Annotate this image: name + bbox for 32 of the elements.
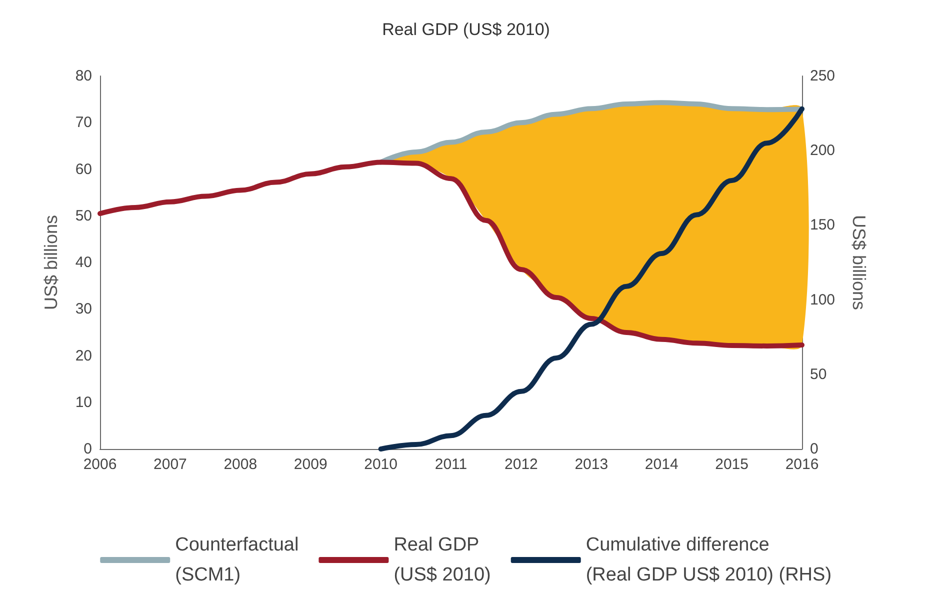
y-tick-label: 70 — [75, 114, 92, 132]
x-tick-label: 2015 — [715, 456, 748, 473]
x-tick-label: 2014 — [644, 456, 678, 473]
y2-tick-label: 0 — [810, 440, 818, 458]
legend-label: Counterfactual (SCM1) — [175, 534, 299, 586]
y2-tick-label: 250 — [810, 68, 836, 84]
x-tick-label: 2007 — [154, 456, 187, 473]
y2-tick-label: 200 — [810, 142, 836, 160]
y-tick-label: 10 — [75, 394, 92, 411]
y-tick-label: 50 — [75, 207, 92, 224]
chart-title: Real GDP (US$ 2010) — [382, 20, 550, 39]
y2-axis-title: US$ billions — [849, 214, 869, 310]
legend-label: Cumulative difference (Real GDP US$ 2010) (RHS) — [586, 534, 832, 586]
x-tick-label: 2006 — [83, 456, 117, 473]
x-tick-label: 2012 — [504, 456, 538, 473]
y-tick-label: 20 — [75, 347, 92, 364]
x-tick-label: 2013 — [574, 456, 608, 473]
y-tick-label: 40 — [75, 254, 92, 271]
legend-label: Real GDP (US$ 2010) — [394, 534, 491, 586]
y2-tick-label: 150 — [810, 216, 836, 234]
y2-tick-label: 100 — [810, 291, 836, 308]
x-tick-label: 2010 — [364, 456, 398, 473]
x-tick-label: 2009 — [294, 456, 328, 473]
y-tick-label: 60 — [75, 160, 92, 178]
y2-tick-label: 50 — [810, 366, 827, 383]
x-tick-label: 2016 — [785, 456, 819, 473]
y-tick-label: 30 — [75, 300, 92, 318]
y-tick-label: 80 — [75, 68, 92, 84]
x-tick-label: 2008 — [224, 456, 258, 473]
x-tick-label: 2011 — [434, 456, 468, 473]
y-axis-title: US$ billions — [41, 214, 61, 310]
y-tick-label: 0 — [84, 440, 92, 458]
